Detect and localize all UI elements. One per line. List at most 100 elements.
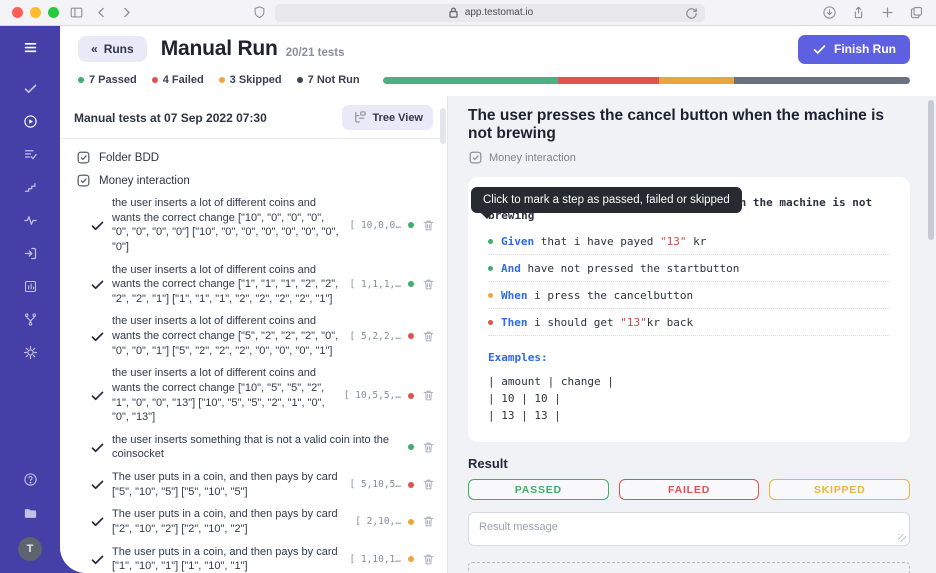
examples-table: | amount | change | | 10 | 10 | | 13 | 13 … [488,373,890,424]
import-icon[interactable] [20,243,40,263]
params-badge: [ 2,10,… [355,516,401,528]
stat-item: 3 Skipped [218,74,282,86]
pulse-icon[interactable] [20,210,40,230]
stat-item: 7 Passed [78,74,137,86]
downloads-icon[interactable] [822,5,837,20]
checkbox-icon [76,173,91,188]
test-check-icon [90,440,105,455]
run-timestamp: Manual tests at 07 Sep 2022 07:30 [74,110,267,125]
test-row[interactable]: the user inserts a lot of different coin… [60,310,447,362]
gherkin-step[interactable]: Then i should get "13"kr back [488,309,890,336]
gherkin-step[interactable]: And have not pressed the startbutton [488,255,890,282]
tests-panel-scrollbar[interactable] [440,108,446,144]
examples-label: Examples: [488,351,548,364]
failed-button[interactable]: FAILED [618,479,760,501]
window-controls[interactable] [12,7,59,18]
status-dot[interactable] [408,392,414,399]
params-badge: [ 1,10,1… [349,553,401,565]
progress-segment [734,76,910,84]
back-to-runs-button[interactable]: « Runs [78,36,147,62]
status-dot[interactable] [408,481,414,488]
folder-icon[interactable] [20,503,40,523]
sidebar-toggle-icon[interactable] [69,5,84,20]
maximize-window-button[interactable] [48,7,59,18]
test-check-icon [90,514,105,529]
tab-overview-icon[interactable] [909,5,924,20]
new-tab-icon[interactable] [880,5,895,20]
trash-icon[interactable] [421,329,436,344]
test-row-title: The user puts in a coin, and then pays b… [112,508,338,535]
progress-segment [382,76,559,84]
test-row[interactable]: The user puts in a coin, and then pays b… [60,503,447,540]
status-dot[interactable] [408,556,414,563]
trash-icon[interactable] [421,440,436,455]
close-window-button[interactable] [12,7,23,18]
gherkin-step[interactable]: Given that i have payed "13" kr [488,228,890,255]
step-status-dot [488,239,493,244]
status-dot[interactable] [408,444,414,451]
passed-button[interactable]: PASSED [468,479,609,501]
gherkin-step[interactable]: When i press the cancelbutton [488,282,890,309]
check-icon[interactable] [20,78,40,98]
status-dot[interactable] [408,281,414,288]
trash-icon[interactable] [421,552,436,567]
examples-row: | 10 | 10 | [488,392,561,406]
step-status-dot [488,320,493,325]
status-dot[interactable] [408,333,414,340]
user-avatar[interactable]: T [18,537,42,561]
hamburger-icon[interactable] [20,37,40,57]
progress-segment [558,76,659,84]
chart-icon[interactable] [20,276,40,296]
trash-icon[interactable] [421,218,436,233]
test-row[interactable]: the user inserts a lot of different coin… [60,362,447,429]
test-row[interactable]: The user puts in a coin, and then pays b… [60,541,447,573]
suite-tag[interactable]: Money interaction [468,150,910,165]
forward-icon[interactable] [119,5,134,20]
trash-icon[interactable] [421,277,436,292]
test-row-title: the user inserts a lot of different coin… [112,315,339,357]
status-dot[interactable] [408,222,414,229]
status-dot[interactable] [408,518,414,525]
minimize-window-button[interactable] [30,7,41,18]
stat-item: 7 Not Run [296,74,360,86]
file-dropzone[interactable]: Browse a file or drop it here. Click her… [468,562,910,573]
gear-icon[interactable] [20,342,40,362]
play-circle-icon[interactable] [20,111,40,131]
run-header: « Runs Manual Run 20/21 tests Finish Run [60,26,936,68]
checkbox-icon [468,150,483,165]
test-row[interactable]: the user inserts a lot of different coin… [60,259,447,311]
help-icon[interactable] [20,469,40,489]
trash-icon[interactable] [421,477,436,492]
shield-icon[interactable] [252,5,267,20]
test-detail-panel: The user presses the cancel button when … [448,96,936,573]
refresh-icon[interactable] [684,6,699,21]
test-row[interactable]: the user inserts something that is not a… [60,429,447,466]
steps-icon[interactable] [20,177,40,197]
test-row[interactable]: The user puts in a coin, and then pays b… [60,466,447,503]
list-check-icon[interactable] [20,144,40,164]
trash-icon[interactable] [421,388,436,403]
finish-run-button[interactable]: Finish Run [798,34,910,64]
test-check-icon [90,329,105,344]
branch-icon[interactable] [20,309,40,329]
tree-view-button[interactable]: Tree View [342,105,433,130]
folder-row[interactable]: Folder BDD [60,146,447,169]
run-stats: 7 Passed 4 Failed 3 Skipped 7 Not Run [60,68,936,96]
share-icon[interactable] [851,5,866,20]
test-tree: Folder BDD Money interaction the user inse… [60,139,447,573]
back-icon[interactable] [94,5,109,20]
trash-icon[interactable] [421,514,436,529]
folder-row[interactable]: Money interaction [60,169,447,192]
skipped-button[interactable]: SKIPPED [769,479,911,501]
params-badge: [ 10,5,5,… [343,390,401,401]
address-bar[interactable]: app.testomat.io [274,3,705,22]
result-message-input[interactable] [468,512,910,547]
browser-chrome: app.testomat.io [0,0,936,26]
resize-handle[interactable] [898,534,906,543]
test-row[interactable]: the user inserts a lot of different coin… [60,192,447,259]
check-icon [812,42,827,57]
checkbox-icon [76,150,91,165]
progress-segment [658,76,735,84]
tree-view-icon [352,110,367,125]
detail-panel-scrollbar[interactable] [928,100,934,240]
